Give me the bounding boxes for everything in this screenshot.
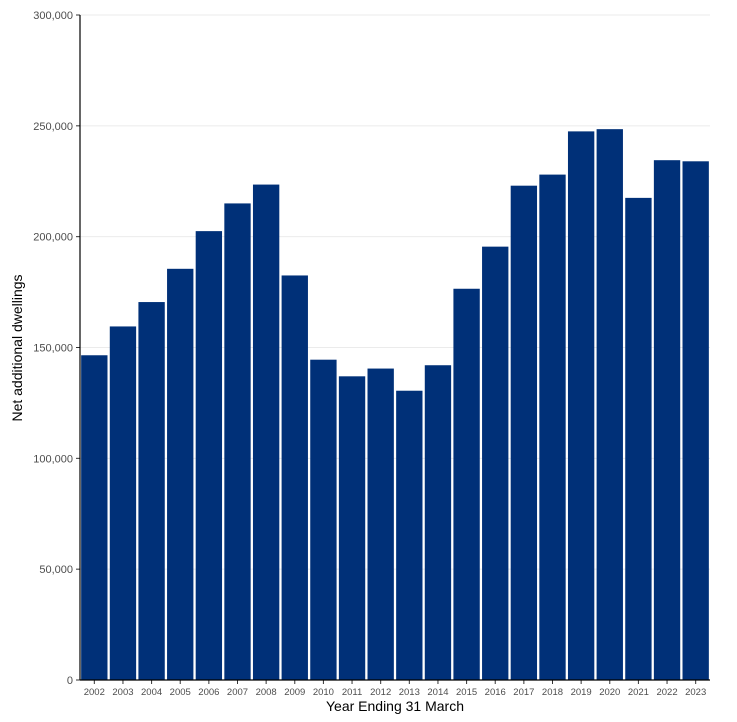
x-tick-label: 2012	[370, 687, 391, 698]
y-tick-label: 150,000	[33, 343, 73, 355]
bar-2017	[510, 185, 538, 680]
bar-2003	[109, 326, 137, 680]
x-tick-label: 2022	[656, 687, 677, 698]
bar-2023	[682, 161, 709, 681]
x-tick-label: 2003	[112, 687, 133, 698]
bar-2006	[195, 231, 223, 680]
bar-2010	[310, 359, 337, 680]
y-tick-label: 100,000	[33, 453, 73, 465]
y-tick-label: 50,000	[39, 564, 73, 576]
y-tick-label: 300,000	[33, 10, 73, 22]
y-tick-label: 250,000	[33, 121, 73, 133]
bar-2011	[338, 376, 366, 680]
x-tick-label: 2015	[456, 687, 477, 698]
bar-2015	[453, 288, 480, 680]
x-tick-label: 2002	[84, 687, 105, 698]
bar-2005	[167, 268, 194, 680]
x-tick-label: 2019	[571, 687, 592, 698]
x-tick-label: 2008	[256, 687, 277, 698]
x-tick-label: 2006	[198, 687, 219, 698]
y-tick-label: 0	[67, 675, 73, 687]
bar-2019	[567, 131, 595, 680]
bar-2004	[138, 302, 165, 680]
bar-2012	[367, 368, 394, 680]
x-tick-label: 2014	[427, 687, 448, 698]
x-tick-label: 2013	[399, 687, 420, 698]
bar-2002	[81, 355, 108, 680]
bar-2008	[252, 184, 280, 680]
x-tick-label: 2018	[542, 687, 563, 698]
bar-2021	[625, 197, 652, 680]
x-tick-label: 2009	[284, 687, 305, 698]
bar-2022	[653, 160, 681, 681]
x-tick-label: 2016	[485, 687, 506, 698]
x-axis-title: Year Ending 31 March	[326, 698, 464, 714]
x-tick-label: 2021	[628, 687, 649, 698]
x-tick-label: 2004	[141, 687, 162, 698]
x-tick-label: 2017	[513, 687, 534, 698]
x-axis-ticks: 2002 2003 2004 2005 2006 2007 2008 2009 2010 2011…	[84, 680, 706, 698]
x-tick-label: 2023	[685, 687, 706, 698]
y-axis-title: Net additional dwellings	[9, 274, 25, 421]
x-tick-label: 2005	[170, 687, 191, 698]
x-tick-label: 2010	[313, 687, 334, 698]
y-axis-ticks: 0 50,000 100,000 150,000 200,000 250,000 300,0…	[33, 10, 80, 687]
y-tick-label: 200,000	[33, 232, 73, 244]
x-tick-label: 2011	[342, 687, 362, 698]
bars	[81, 129, 709, 681]
bar-2014	[424, 365, 452, 680]
bar-2007	[224, 203, 251, 680]
bar-2009	[281, 275, 308, 680]
bar-2020	[596, 129, 623, 681]
bar-2018	[539, 174, 566, 680]
x-tick-label: 2020	[599, 687, 620, 698]
bar-2013	[396, 390, 423, 680]
x-tick-label: 2007	[227, 687, 248, 698]
bar-2016	[482, 246, 509, 680]
